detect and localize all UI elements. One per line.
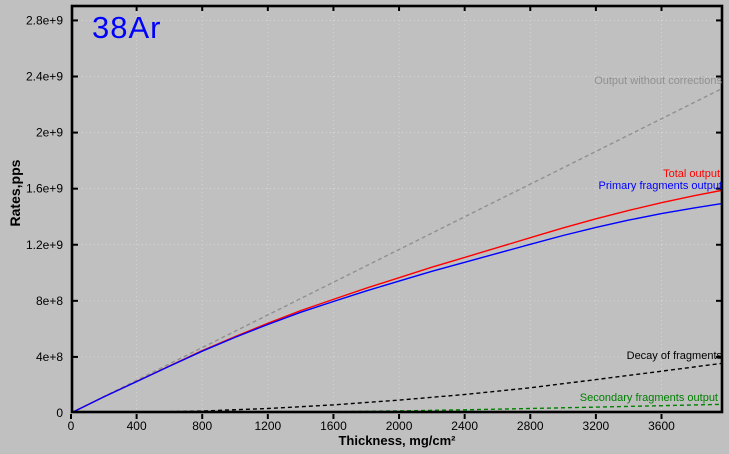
x-tick-label: 0 [68, 419, 75, 433]
x-tick-label: 2800 [517, 419, 544, 433]
secondary-fragments-output-label: Secondary fragments output [580, 392, 718, 404]
decay-of-fragments-line [103, 362, 721, 412]
total-output-line [73, 189, 721, 412]
y-tick-label: 1.6e+9 [26, 182, 63, 196]
primary-fragments-output-label: Primary fragments output [599, 180, 723, 192]
y-tick-label: 8e+8 [36, 294, 63, 308]
y-tick-label: 1.2e+9 [26, 238, 63, 252]
y-tick-label: 2.8e+9 [26, 13, 63, 27]
x-tick-label: 3200 [583, 419, 610, 433]
y-axis-title: Rates,pps [7, 159, 23, 227]
x-tick-label: 2000 [386, 419, 413, 433]
y-tick-label: 4e+8 [36, 350, 63, 364]
x-tick-label: 800 [192, 419, 212, 433]
secondary-fragments-output-line [202, 403, 721, 412]
total-output-label: Total output [663, 168, 720, 180]
x-tick-label: 3600 [648, 419, 675, 433]
x-tick-label: 2400 [451, 419, 478, 433]
output-without-corrections-line [73, 88, 721, 412]
y-tick-label: 2e+9 [36, 126, 63, 140]
x-tick-label: 400 [127, 419, 147, 433]
x-tick-label: 1600 [320, 419, 347, 433]
plot-border [70, 4, 724, 414]
x-axis-title: Thickness, mg/cm² [338, 433, 456, 448]
primary-fragments-output-line [73, 203, 721, 412]
y-tick-label: 0 [56, 406, 63, 420]
output-without-corrections-label: Output without corrections [594, 75, 722, 87]
x-tick-label: 1200 [254, 419, 281, 433]
isotope-label: 38Ar [92, 10, 162, 45]
decay-of-fragments-label: Decay of fragments [627, 350, 723, 362]
y-tick-label: 2.4e+9 [26, 70, 63, 84]
